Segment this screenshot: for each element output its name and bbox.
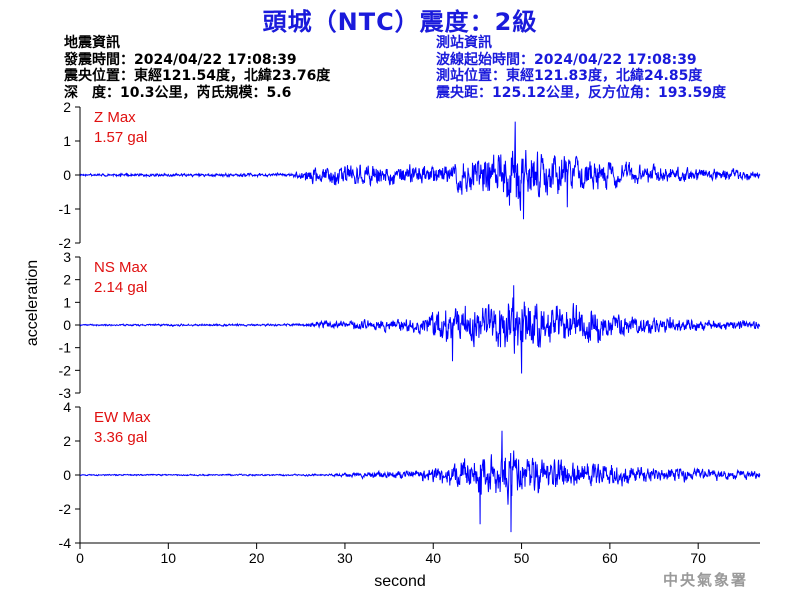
y-tick-label: 2: [63, 99, 71, 115]
y-tick-label: 0: [63, 167, 71, 183]
trace-NS: [79, 285, 761, 374]
earthquake-info-block: 地震資訊 發震時間：2024/04/22 17:08:39 震央位置：東經121…: [64, 35, 330, 101]
x-axis-label: second: [374, 573, 426, 590]
chart-title: 頭城（NTC）震度：2級: [262, 8, 538, 36]
y-tick-label: -2: [59, 501, 72, 517]
y-tick-label: -4: [59, 535, 72, 551]
x-tick-label: 40: [425, 550, 441, 566]
y-tick-label: 1: [63, 133, 71, 149]
distance-azimuth: 震央距：125.12公里，反方位角：193.59度: [436, 84, 727, 101]
epicenter-location: 震央位置：東經121.54度，北緯23.76度: [64, 68, 331, 84]
x-tick-label: 20: [249, 550, 265, 566]
y-tick-label: -1: [59, 201, 72, 217]
depth-magnitude: 深 度：10.3公里，芮氏規模：5.6: [64, 84, 292, 101]
max-value-NS: 2.14 gal: [94, 279, 147, 296]
origin-time: 發震時間：2024/04/22 17:08:39: [64, 51, 297, 68]
max-value-Z: 1.57 gal: [94, 129, 147, 146]
x-tick-label: 30: [337, 550, 353, 566]
y-tick-label: 4: [63, 399, 71, 415]
trace-Z: [79, 121, 761, 220]
agency-watermark: 中央氣象署: [662, 571, 748, 589]
wave-start-time: 波線起始時間：2024/04/22 17:08:39: [436, 51, 697, 68]
x-tick-label: 10: [161, 550, 177, 566]
max-value-EW: 3.36 gal: [94, 429, 147, 446]
max-label-EW: EW Max: [94, 409, 151, 426]
x-tick-label: 70: [690, 550, 706, 566]
y-tick-label: 2: [63, 433, 71, 449]
max-label-Z: Z Max: [94, 109, 136, 126]
station-info-block: 測站資訊 波線起始時間：2024/04/22 17:08:39 測站位置：東經1…: [436, 35, 726, 101]
y-tick-label: 2: [63, 272, 71, 288]
earthquake-info-heading: 地震資訊: [64, 35, 120, 51]
y-tick-label: -2: [59, 362, 72, 378]
x-tick-label: 60: [602, 550, 618, 566]
station-info-heading: 測站資訊: [436, 35, 492, 51]
y-tick-label: -1: [59, 340, 72, 356]
x-tick-label: 0: [76, 550, 84, 566]
y-tick-label: 3: [63, 249, 71, 265]
x-tick-label: 50: [514, 550, 530, 566]
trace-EW: [79, 430, 761, 533]
y-tick-label: 0: [63, 467, 71, 483]
y-tick-label: -2: [59, 235, 72, 251]
station-location: 測站位置：東經121.83度，北緯24.85度: [436, 68, 703, 84]
y-axis-label: acceleration: [24, 260, 41, 346]
y-tick-label: -3: [59, 385, 72, 401]
y-tick-label: 0: [63, 317, 71, 333]
y-tick-label: 1: [63, 294, 71, 310]
max-label-NS: NS Max: [94, 259, 148, 276]
